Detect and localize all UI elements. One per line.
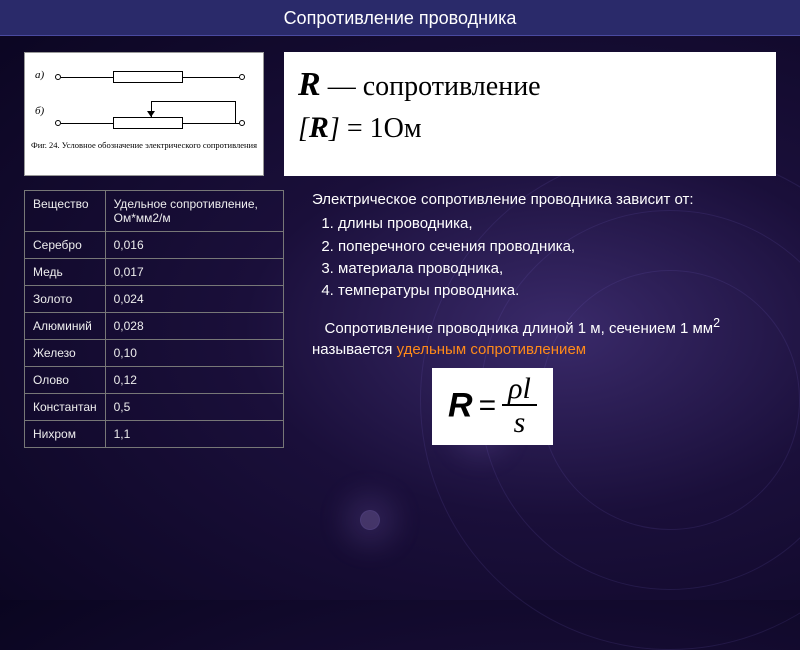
depends-list: длины проводника, поперечного сечения пр… <box>312 214 776 301</box>
defn-pre: Сопротивление проводника длиной 1 м, сеч… <box>325 320 714 337</box>
equals-sign: = <box>473 389 503 422</box>
diagram-caption: Фиг. 24. Условное обозначение электричес… <box>31 141 257 150</box>
resistivity-table: Вещество Удельное сопротивление, Ом*мм2/… <box>24 190 284 448</box>
resistor-symbol-diagram: а) б) Фиг. 24. Условное обозна <box>24 52 264 176</box>
resistor-icon <box>113 71 183 83</box>
cell-substance: Олово <box>25 367 106 394</box>
symbol-R: R <box>448 386 473 424</box>
arrow-down-icon <box>147 111 155 117</box>
wire-segment <box>151 101 235 102</box>
row-a-label: а) <box>35 69 44 81</box>
resistor-icon <box>113 117 183 129</box>
formula-line-1: R — сопротивление <box>298 62 762 108</box>
table-row: Золото0,024 <box>25 286 284 313</box>
cell-value: 0,024 <box>105 286 283 313</box>
fraction: ρls <box>502 374 537 439</box>
col-substance: Вещество <box>25 191 106 232</box>
diagram-row-a: а) <box>31 61 257 93</box>
list-item: материала проводника, <box>338 259 776 279</box>
cell-substance: Медь <box>25 259 106 286</box>
cell-substance: Железо <box>25 340 106 367</box>
col-resistivity: Удельное сопротивление, Ом*мм2/м <box>105 191 283 232</box>
cell-value: 0,017 <box>105 259 283 286</box>
resistivity-definition: Сопротивление проводника длиной 1 м, сеч… <box>312 315 776 360</box>
cell-value: 0,10 <box>105 340 283 367</box>
title-bar: Сопротивление проводника <box>0 0 800 36</box>
table-row: Алюминий0,028 <box>25 313 284 340</box>
table-row: Нихром1,1 <box>25 421 284 448</box>
denominator: s <box>502 406 537 439</box>
wire-segment <box>199 123 239 124</box>
depends-title: Электрическое сопротивление проводника з… <box>312 190 776 210</box>
numerator: ρl <box>502 374 537 406</box>
row-b-label: б) <box>35 105 44 117</box>
cell-value: 0,028 <box>105 313 283 340</box>
terminal-icon <box>239 120 245 126</box>
cell-substance: Нихром <box>25 421 106 448</box>
symbol-R: R <box>298 66 321 103</box>
table-row: Серебро0,016 <box>25 232 284 259</box>
slide-content: а) б) Фиг. 24. Условное обозна <box>0 36 800 464</box>
top-row: а) б) Фиг. 24. Условное обозна <box>24 52 776 176</box>
formula-resistance-unit: R — сопротивление [R] = 1Ом <box>284 52 776 176</box>
cell-substance: Алюминий <box>25 313 106 340</box>
formula-text: — сопротивление <box>321 71 541 102</box>
cell-value: 1,1 <box>105 421 283 448</box>
defn-sup: 2 <box>713 316 720 330</box>
page-title: Сопротивление проводника <box>284 8 517 28</box>
table-header-row: Вещество Удельное сопротивление, Ом*мм2/… <box>25 191 284 232</box>
table-row: Медь0,017 <box>25 259 284 286</box>
terminal-icon <box>239 74 245 80</box>
table-row: Железо0,10 <box>25 340 284 367</box>
wire-segment <box>61 77 113 78</box>
formula-line-2: [R] = 1Ом <box>298 108 762 149</box>
wire-vertical <box>235 101 236 123</box>
list-item: поперечного сечения проводника, <box>338 237 776 257</box>
defn-highlight: удельным сопротивлением <box>397 341 587 358</box>
cell-substance: Серебро <box>25 232 106 259</box>
wire-segment <box>183 77 239 78</box>
right-column: Электрическое сопротивление проводника з… <box>312 190 776 448</box>
list-item: температуры проводника. <box>338 281 776 301</box>
cell-value: 0,016 <box>105 232 283 259</box>
resistivity-table-wrap: Вещество Удельное сопротивление, Ом*мм2/… <box>24 190 284 448</box>
formula-resistivity: R=ρls <box>432 368 553 445</box>
cell-substance: Константан <box>25 394 106 421</box>
cell-value: 0,12 <box>105 367 283 394</box>
list-item: длины проводника, <box>338 214 776 234</box>
wire-segment <box>61 123 113 124</box>
cell-value: 0,5 <box>105 394 283 421</box>
bottom-row: Вещество Удельное сопротивление, Ом*мм2/… <box>24 190 776 448</box>
table-row: Олово0,12 <box>25 367 284 394</box>
wire-segment <box>183 123 199 124</box>
diagram-row-b: б) <box>31 97 257 139</box>
defn-mid: называется <box>312 341 397 358</box>
cell-substance: Золото <box>25 286 106 313</box>
table-row: Константан0,5 <box>25 394 284 421</box>
